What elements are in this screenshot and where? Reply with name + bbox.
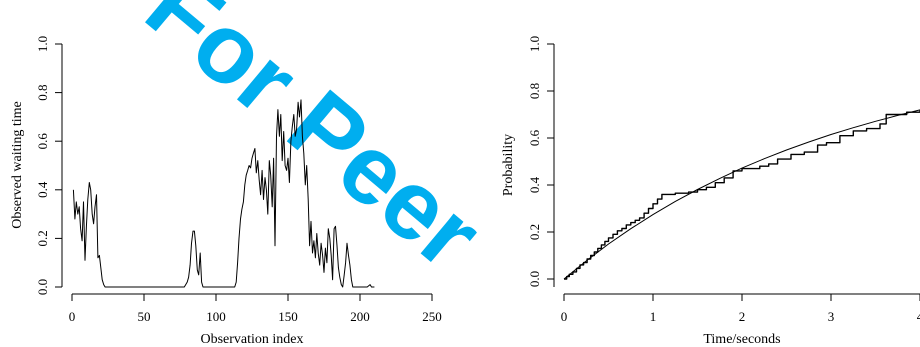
right-plot-y-tick-label: 0.0 xyxy=(527,271,542,287)
right-plot-y-tick-label: 0.2 xyxy=(527,224,542,240)
left-plot-y-tick-label: 0.8 xyxy=(35,84,50,100)
empirical-step-curve xyxy=(564,109,920,280)
left-plot-y-axis-label: Observed waiting time xyxy=(10,101,25,229)
left-plot-x-ticks: 0 50 100 150 200 250 xyxy=(69,294,442,324)
left-plot-x-tick-label: 0 xyxy=(69,309,76,324)
left-plot-y-ticks: 0.0 0.2 0.4 0.6 0.8 1.0 xyxy=(35,36,62,295)
fitted-smooth-curve xyxy=(563,109,920,280)
right-plot-x-ticks: 0 1 2 3 4 xyxy=(561,294,920,324)
left-plot-y-tick-label: 0.0 xyxy=(35,279,50,295)
right-plot-y-tick-label: 0.8 xyxy=(527,83,542,99)
right-plot-x-tick-label: 1 xyxy=(650,309,657,324)
right-plot-series xyxy=(563,109,920,280)
right-plot-x-tick-label: 4 xyxy=(917,309,920,324)
waiting-time-line xyxy=(72,99,375,288)
right-plot-y-tick-label: 0.6 xyxy=(527,129,542,146)
right-plot-x-tick-label: 2 xyxy=(739,309,746,324)
right-plot-x-tick-label: 3 xyxy=(828,309,835,324)
waiting-time-series-plot: 0 50 100 150 200 250 0.0 0.2 0.4 0.6 0.8 1.0 Obser… xyxy=(10,36,442,347)
left-plot-y-tick-label: 1.0 xyxy=(35,36,50,52)
left-plot-x-axis-label: Observation index xyxy=(200,332,303,347)
right-plot-y-tick-label: 1.0 xyxy=(527,36,542,52)
probability-curve-plot: 0 1 2 3 4 0.0 0.2 0.4 0.6 0.8 1.0 Time/seconds Pr… xyxy=(501,36,920,347)
left-plot-x-tick-label: 100 xyxy=(206,309,226,324)
right-plot-x-axis-label: Time/seconds xyxy=(703,332,780,347)
left-plot-y-tick-label: 0.2 xyxy=(35,230,50,246)
left-plot-y-tick-label: 0.4 xyxy=(35,181,50,198)
right-plot-y-tick-label: 0.4 xyxy=(527,176,542,193)
left-plot-x-tick-label: 250 xyxy=(422,309,442,324)
right-plot-x-tick-label: 0 xyxy=(561,309,568,324)
left-plot-y-tick-label: 0.6 xyxy=(35,133,50,150)
left-plot-x-tick-label: 50 xyxy=(138,309,151,324)
right-plot-y-ticks: 0.0 0.2 0.4 0.6 0.8 1.0 xyxy=(527,36,554,287)
right-plot-y-axis-label: Probability xyxy=(501,134,516,196)
left-plot-x-tick-label: 150 xyxy=(278,309,298,324)
left-plot-x-tick-label: 200 xyxy=(350,309,370,324)
left-plot-series xyxy=(72,99,375,288)
